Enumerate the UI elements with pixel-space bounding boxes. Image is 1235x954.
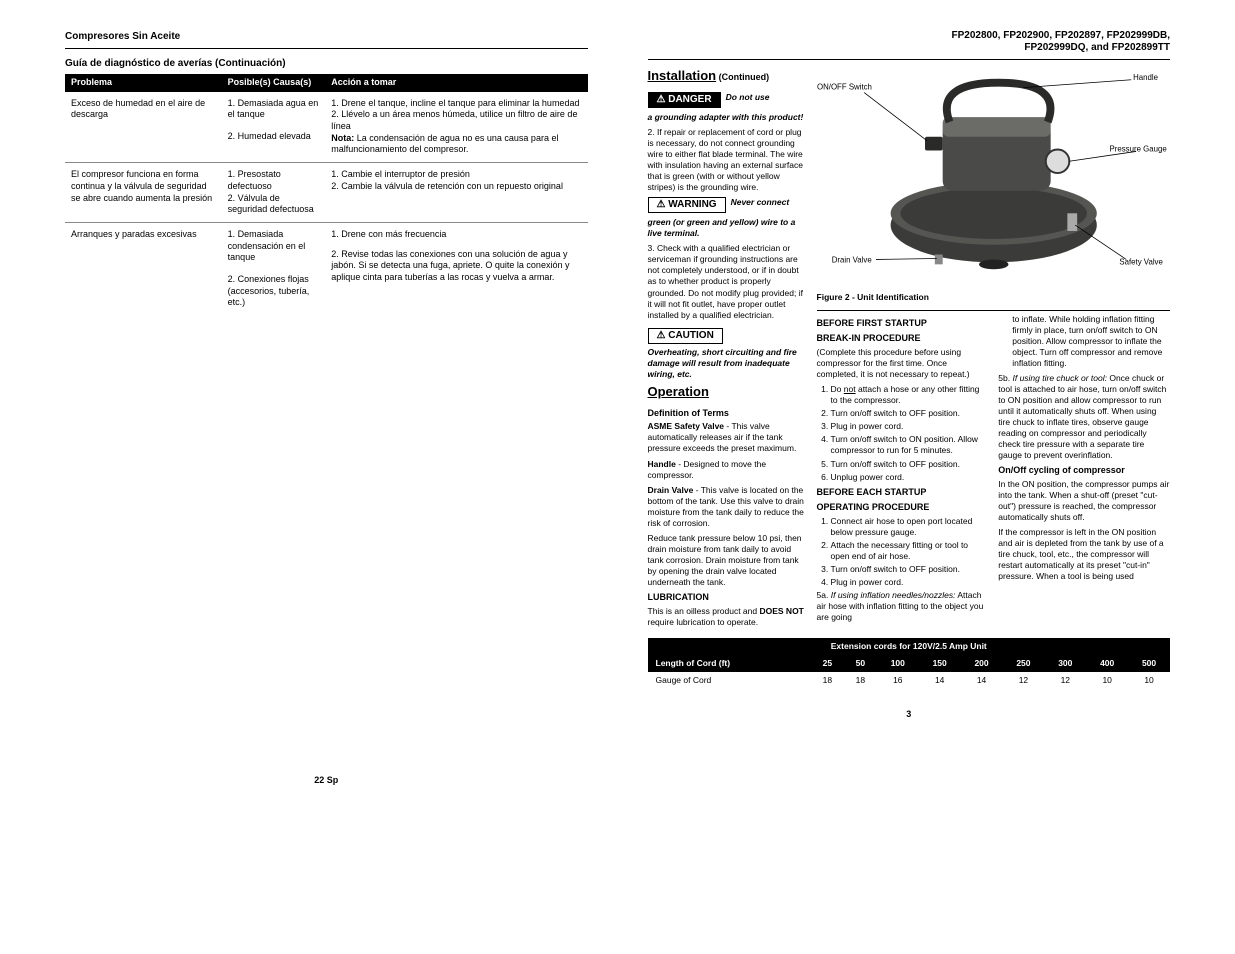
svg-text:Drain Valve: Drain Valve [831, 255, 872, 264]
svg-text:Handle: Handle [1133, 73, 1158, 82]
right-page: FP202800, FP202900, FP202897, FP202999DB… [618, 30, 1201, 934]
rule [648, 59, 1171, 60]
table-row: Exceso de humedad en el aire de descarga… [65, 92, 588, 163]
column-2: BEFORE FIRST STARTUP BREAK-IN PROCEDURE … [817, 314, 989, 632]
svg-text:ON/OFF Switch: ON/OFF Switch [817, 83, 872, 92]
columns: Installation (Continued) ⚠ DANGER Do not… [648, 68, 1171, 632]
svg-text:Safety Valve: Safety Valve [1119, 257, 1163, 266]
svg-text:Pressure Gauge: Pressure Gauge [1109, 144, 1167, 153]
ext-title: Extension cords for 120V/2.5 Amp Unit [648, 638, 1171, 655]
figure-2: ON/OFF Switch Handle Pressure Gauge Drai… [817, 68, 1170, 288]
th-accion: Acción a tomar [325, 74, 587, 92]
right-header: FP202800, FP202900, FP202897, FP202999DB… [648, 30, 1171, 54]
left-page-number: 22 Sp [65, 775, 588, 787]
column-1: Installation (Continued) ⚠ DANGER Do not… [648, 68, 807, 632]
danger-row: ⚠ DANGER Do not use [648, 92, 807, 108]
operating-list: Connect air hose to open port located be… [817, 516, 989, 588]
operation-title: Operation [648, 384, 709, 401]
table-row: El compresor funciona en forma continua … [65, 163, 588, 223]
left-page: Compresores Sin Aceite Guía de diagnósti… [35, 30, 618, 934]
figure-caption: Figure 2 - Unit Identification [817, 292, 1170, 303]
column-3: to inflate. While holding inflation fitt… [998, 314, 1170, 632]
breakin-list: Do not attach a hose or any other fittin… [817, 384, 989, 482]
ext-length-row: Length of Cord (ft) 25 50 100 150 200 25… [648, 655, 1171, 672]
ext-gauge-row: Gauge of Cord 18 18 16 14 14 12 12 10 10 [648, 672, 1171, 689]
th-causa: Posible(s) Causa(s) [222, 74, 326, 92]
extension-cord-table: Extension cords for 120V/2.5 Amp Unit Le… [648, 638, 1171, 689]
installation-title: Installation [648, 68, 717, 85]
warning-row: ⚠ WARNING Never connect [648, 197, 807, 213]
right-page-number: 3 [648, 709, 1171, 721]
danger-label: ⚠ DANGER [648, 92, 721, 108]
compressor-diagram-icon: ON/OFF Switch Handle Pressure Gauge Drai… [817, 68, 1170, 284]
left-subhead: Guía de diagnóstico de averías (Continua… [65, 57, 588, 70]
columns-23: ON/OFF Switch Handle Pressure Gauge Drai… [817, 68, 1170, 632]
warning-label: ⚠ WARNING [648, 197, 726, 213]
th-problema: Problema [65, 74, 222, 92]
caution-label: ⚠ CAUTION [648, 328, 723, 344]
left-header: Compresores Sin Aceite [65, 30, 588, 43]
troubleshoot-table: Problema Posible(s) Causa(s) Acción a to… [65, 74, 588, 315]
table-row: Arranques y paradas excesivas 1. Demasia… [65, 222, 588, 315]
rule [65, 48, 588, 49]
